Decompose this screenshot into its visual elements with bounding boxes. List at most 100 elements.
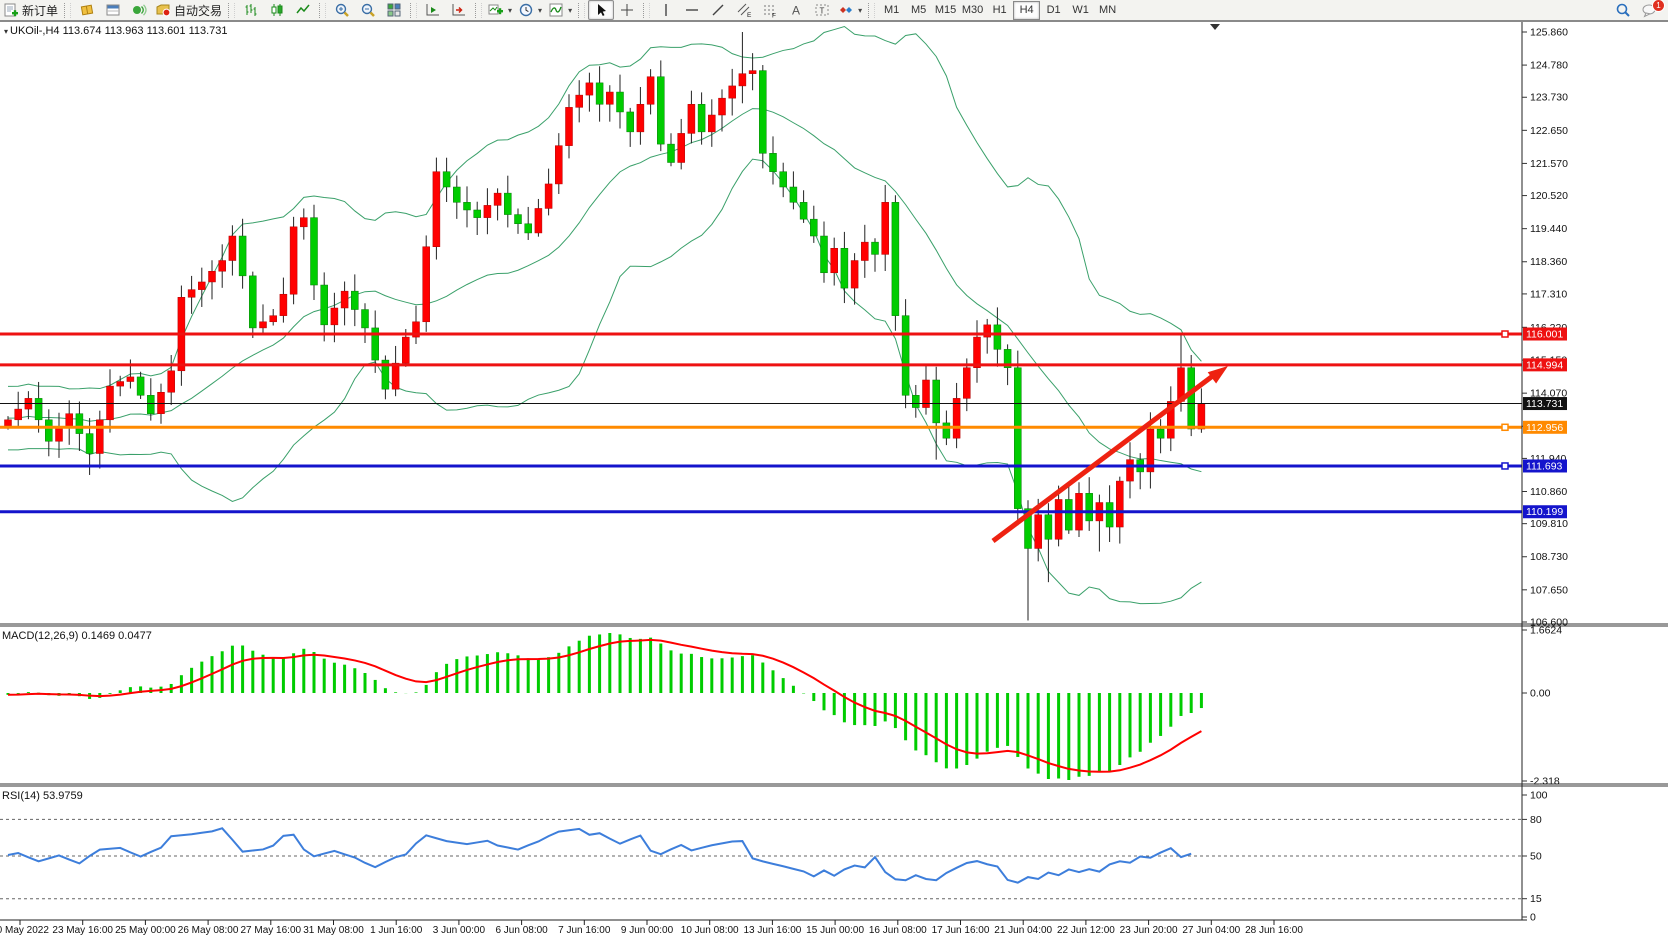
zoom-out-button[interactable] bbox=[355, 0, 381, 20]
symbol-dropdown-icon[interactable]: ▾ bbox=[4, 27, 9, 36]
cursor-button[interactable] bbox=[588, 0, 615, 20]
time-tick-label: 20 May 2022 bbox=[0, 925, 49, 936]
candle-body bbox=[453, 186, 461, 203]
rsi-pane[interactable] bbox=[7, 827, 1192, 884]
channel-button[interactable]: E bbox=[731, 0, 757, 20]
price-tag-114.994 bbox=[1523, 358, 1567, 372]
candle-body bbox=[667, 143, 675, 163]
time-tick-label: 7 Jun 16:00 bbox=[558, 925, 611, 936]
candle-body bbox=[228, 235, 237, 261]
auto-scroll-button[interactable] bbox=[420, 0, 446, 20]
fibonacci-button[interactable]: F bbox=[757, 0, 783, 20]
chart-shift-button[interactable] bbox=[446, 0, 472, 20]
timeframe-button-d1[interactable]: D1 bbox=[1046, 4, 1061, 16]
candle-body bbox=[830, 248, 838, 274]
timeframe-button-m5[interactable]: M5 bbox=[910, 4, 927, 16]
timeframe-button-h1[interactable]: H1 bbox=[992, 4, 1007, 16]
candle-body bbox=[45, 419, 53, 442]
svg-text:E: E bbox=[747, 12, 752, 18]
timeframe-button-m15[interactable]: M15 bbox=[934, 4, 957, 16]
chevron-down-icon[interactable]: ▾ bbox=[538, 5, 543, 15]
zoom-in-icon bbox=[335, 3, 349, 17]
clock-icon bbox=[519, 3, 533, 17]
candle-body bbox=[1054, 499, 1063, 540]
chat-button[interactable]: 1 bbox=[1636, 0, 1665, 20]
price-tick-label: 124.780 bbox=[1530, 60, 1568, 72]
arrows-button[interactable]: ▾ bbox=[835, 0, 865, 20]
candle-body bbox=[504, 192, 512, 215]
candle-body bbox=[391, 362, 400, 390]
rsi-tick-label: 15 bbox=[1530, 893, 1542, 905]
trend-arrow-line[interactable] bbox=[991, 373, 1216, 543]
period-button[interactable]: ▾ bbox=[515, 0, 545, 20]
arrows-icon bbox=[840, 7, 853, 13]
auto-trading-button[interactable]: 自动交易 bbox=[152, 0, 225, 20]
candle-body bbox=[952, 398, 961, 439]
line-handle[interactable] bbox=[1501, 330, 1509, 338]
chevron-down-icon[interactable]: ▾ bbox=[858, 5, 863, 15]
trend-arrow-head[interactable] bbox=[1207, 366, 1228, 384]
candle-chart-button[interactable] bbox=[264, 0, 290, 20]
candle-body bbox=[289, 226, 298, 295]
line-chart-button[interactable] bbox=[290, 0, 316, 20]
search-icon bbox=[1616, 3, 1630, 17]
timeframe-button-h4[interactable]: H4 bbox=[1013, 0, 1041, 20]
macd-pane[interactable] bbox=[6, 633, 1203, 780]
trendline-button[interactable] bbox=[705, 0, 731, 20]
candle-body bbox=[238, 235, 247, 277]
timeframe-button-m30[interactable]: M30 bbox=[961, 4, 984, 16]
candles-chart-icon bbox=[271, 4, 283, 16]
crosshair-button[interactable] bbox=[614, 0, 640, 20]
bollinger-band-line bbox=[7, 25, 1202, 390]
bollinger-band-line bbox=[7, 108, 1202, 473]
macd-label: MACD(12,26,9) 0.1469 0.0477 bbox=[2, 630, 152, 642]
form-icon bbox=[4, 3, 18, 17]
text-button[interactable]: A bbox=[783, 0, 809, 20]
candle-body bbox=[208, 270, 216, 283]
candle-body bbox=[116, 381, 124, 387]
timeframe-button-m1[interactable]: M1 bbox=[883, 4, 900, 16]
candle-body bbox=[106, 385, 114, 421]
candle-body bbox=[575, 94, 583, 108]
autotrade-icon bbox=[156, 4, 171, 17]
new-chart-button[interactable]: ▾ bbox=[485, 0, 515, 20]
candle-body bbox=[544, 183, 553, 209]
bar-chart-button[interactable] bbox=[238, 0, 264, 20]
candle-body bbox=[514, 214, 522, 225]
line-handle[interactable] bbox=[1501, 423, 1509, 432]
line-handle[interactable] bbox=[1501, 462, 1509, 470]
new-order-button[interactable]: 新订单 bbox=[0, 0, 61, 20]
candle-body bbox=[249, 275, 257, 329]
chevron-down-icon[interactable]: ▾ bbox=[508, 5, 513, 15]
tile-windows-button[interactable] bbox=[381, 0, 407, 20]
candle-body bbox=[932, 379, 940, 424]
indicators-button[interactable]: ▾ bbox=[545, 0, 575, 20]
toolbar-grip bbox=[410, 2, 418, 18]
horizontal-line-button[interactable] bbox=[679, 0, 705, 20]
time-tick-label: 3 Jun 00:00 bbox=[433, 925, 486, 936]
time-tick-label: 22 Jun 12:00 bbox=[1057, 925, 1115, 936]
text-label-button[interactable]: T bbox=[809, 0, 835, 20]
candle-body bbox=[779, 171, 787, 188]
price-tick-label: 122.650 bbox=[1530, 125, 1568, 137]
data-window-button[interactable] bbox=[100, 0, 126, 20]
search-button[interactable] bbox=[1610, 0, 1636, 20]
market-watch-button[interactable] bbox=[74, 0, 100, 20]
candle-body bbox=[1146, 428, 1155, 473]
candle-body bbox=[381, 359, 390, 390]
timeframe-button-w1[interactable]: W1 bbox=[1072, 4, 1089, 16]
rsi-tick-label: 50 bbox=[1530, 851, 1542, 863]
price-tag-116.001 bbox=[1523, 327, 1567, 341]
vertical-line-button[interactable] bbox=[653, 0, 679, 20]
rsi-line bbox=[7, 827, 1192, 884]
candle-body bbox=[1034, 514, 1042, 549]
price-tick-label: 117.310 bbox=[1530, 288, 1567, 300]
timeframe-button-mn[interactable]: MN bbox=[1099, 4, 1117, 16]
chevron-down-icon[interactable]: ▾ bbox=[568, 5, 573, 15]
zoom-in-button[interactable] bbox=[329, 0, 355, 20]
candle-body bbox=[259, 321, 267, 329]
sound-button[interactable] bbox=[126, 0, 152, 20]
main-chart-pane[interactable] bbox=[4, 25, 1206, 621]
